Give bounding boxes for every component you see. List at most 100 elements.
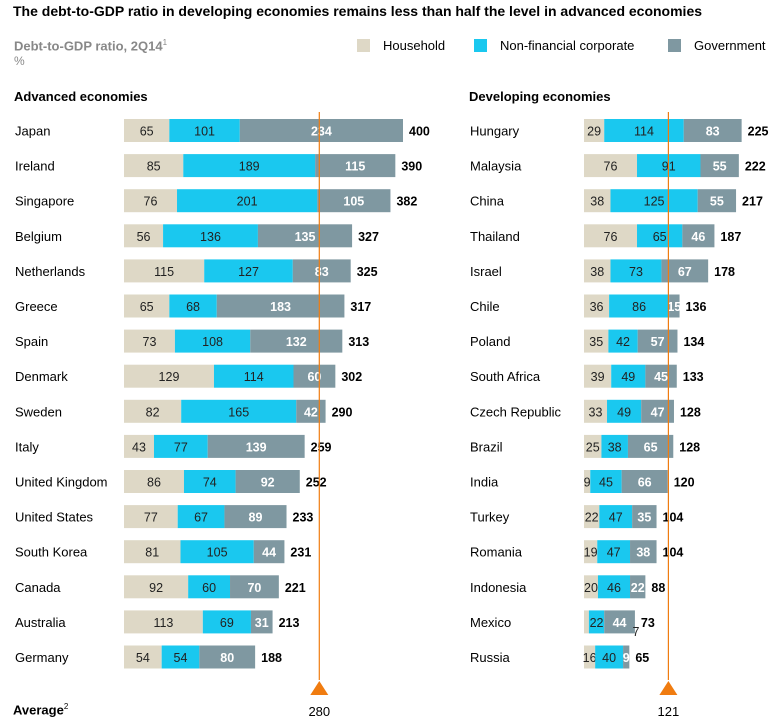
bar-value-label: 105 xyxy=(207,546,228,560)
average-label: Average2 xyxy=(13,702,69,718)
bar-segment-government xyxy=(235,470,300,493)
country-label: Russia xyxy=(470,650,511,665)
panel-title-developing: Developing economies xyxy=(469,89,611,104)
bar-segment-government xyxy=(669,294,680,318)
bar-value-label: 74 xyxy=(203,476,217,490)
bar-value-label: 92 xyxy=(149,581,163,595)
bar-total-label: 213 xyxy=(279,616,300,630)
bar-segment-corporate xyxy=(213,364,294,388)
bar-segment-government xyxy=(253,540,285,564)
bar-value-label: 49 xyxy=(617,405,631,419)
legend-swatch-government xyxy=(668,39,681,52)
bar-total-label: 225 xyxy=(748,125,769,139)
bar-segment-government xyxy=(315,154,396,178)
bar-segment-corporate xyxy=(169,119,240,142)
bar-segment-government xyxy=(623,645,630,669)
bar-segment-household xyxy=(124,364,214,388)
bar-value-label: 113 xyxy=(153,616,173,630)
bar-total-label: 187 xyxy=(720,230,741,244)
bar-value-label: 47 xyxy=(607,546,621,560)
country-label: Thailand xyxy=(470,229,520,244)
bar-value-label-outside: 7 xyxy=(632,625,639,639)
bar-value-label: 92 xyxy=(261,476,275,490)
country-label: Romania xyxy=(470,545,523,560)
bar-total-label: 317 xyxy=(350,300,371,314)
bar-value-label: 45 xyxy=(599,476,613,490)
bar-value-label: 85 xyxy=(147,160,161,174)
bar-segment-household xyxy=(584,645,596,669)
legend-label-household: Household xyxy=(383,38,446,53)
bar-value-label: 54 xyxy=(174,651,188,665)
bar-segment-household xyxy=(124,224,164,248)
bar-value-label: 83 xyxy=(315,265,329,279)
bar-segment-government xyxy=(697,189,737,213)
legend-label-corporate: Non-financial corporate xyxy=(500,38,635,53)
bar-segment-household xyxy=(124,434,154,458)
bar-total-label: 73 xyxy=(641,616,655,630)
bar-value-label: 108 xyxy=(202,335,223,349)
bar-value-label: 38 xyxy=(590,195,604,209)
bar-value-label: 234 xyxy=(311,125,332,139)
bar-total-label: 128 xyxy=(680,405,701,419)
bar-value-label: 25 xyxy=(586,440,600,454)
bar-segment-corporate xyxy=(202,610,251,634)
bar-value-label: 77 xyxy=(144,511,158,525)
bar-value-label: 44 xyxy=(613,616,627,630)
bar-value-label: 43 xyxy=(132,440,146,454)
bar-value-label: 82 xyxy=(146,405,160,419)
bar-value-label: 69 xyxy=(220,616,234,630)
bar-segment-household xyxy=(124,329,175,353)
bar-segment-government xyxy=(632,505,657,529)
bar-segment-household xyxy=(124,119,170,142)
country-label: Mexico xyxy=(470,615,511,630)
bar-total-label: 217 xyxy=(742,195,763,209)
bar-segment-household xyxy=(584,575,598,599)
legend-swatch-corporate xyxy=(474,39,487,52)
country-label: United States xyxy=(15,510,94,525)
bar-segment-household xyxy=(124,294,170,318)
bar-value-label: 70 xyxy=(247,581,261,595)
bar-total-label: 302 xyxy=(341,370,362,384)
bar-value-label: 60 xyxy=(307,370,321,384)
bar-value-label: 73 xyxy=(143,335,157,349)
bar-segment-government xyxy=(682,224,715,248)
bar-segment-household xyxy=(124,399,182,423)
bar-value-label: 65 xyxy=(140,125,154,139)
bar-total-label: 104 xyxy=(663,511,684,525)
bar-total-label: 136 xyxy=(686,300,707,314)
bar-total-label: 222 xyxy=(745,160,766,174)
bar-value-label: 65 xyxy=(644,440,658,454)
bar-segment-corporate xyxy=(607,399,642,423)
unit-label: % xyxy=(14,54,25,68)
bar-segment-household xyxy=(584,154,638,178)
bar-value-label: 38 xyxy=(608,440,622,454)
bar-total-label: 65 xyxy=(635,651,649,665)
bar-segment-household xyxy=(584,224,638,248)
bar-value-label: 47 xyxy=(609,511,623,525)
bar-value-label: 35 xyxy=(589,335,603,349)
bar-value-label: 35 xyxy=(637,511,651,525)
bar-total-label: 88 xyxy=(651,581,665,595)
bar-segment-corporate xyxy=(610,259,662,283)
bar-segment-corporate xyxy=(153,434,208,458)
country-label: Spain xyxy=(15,334,48,349)
bar-value-label: 77 xyxy=(174,440,188,454)
bar-total-label: 390 xyxy=(401,160,422,174)
bar-total-label: 252 xyxy=(306,476,327,490)
bar-segment-government xyxy=(296,399,326,423)
bar-segment-government xyxy=(627,434,674,458)
bar-value-label: 9 xyxy=(584,476,591,490)
country-label: Hungary xyxy=(470,124,520,139)
country-label: Poland xyxy=(470,334,510,349)
average-marker xyxy=(310,681,329,695)
bar-value-label: 125 xyxy=(644,195,665,209)
bar-value-label: 38 xyxy=(590,265,604,279)
bar-total-label: 104 xyxy=(663,546,684,560)
bar-value-label: 9 xyxy=(623,651,630,665)
bar-segment-corporate xyxy=(163,224,258,248)
bar-value-label: 60 xyxy=(202,581,216,595)
bar-segment-corporate xyxy=(609,294,670,318)
bar-segment-household xyxy=(124,505,178,529)
bar-value-label: 114 xyxy=(244,370,264,384)
bar-value-label: 22 xyxy=(585,511,599,525)
